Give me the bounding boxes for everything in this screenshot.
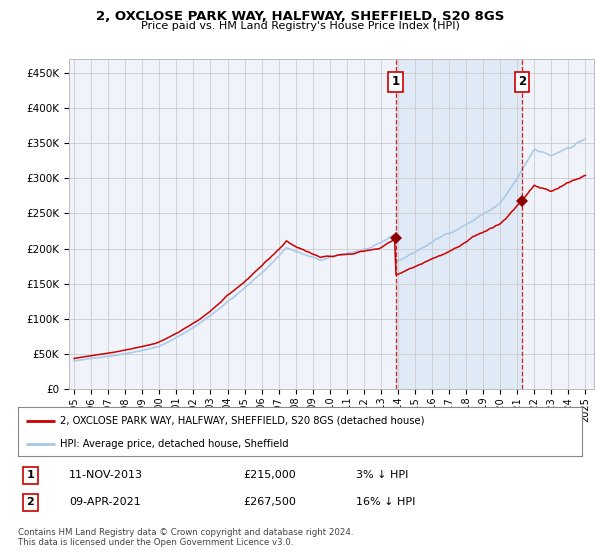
Text: HPI: Average price, detached house, Sheffield: HPI: Average price, detached house, Shef… xyxy=(60,438,289,449)
Text: 2, OXCLOSE PARK WAY, HALFWAY, SHEFFIELD, S20 8GS (detached house): 2, OXCLOSE PARK WAY, HALFWAY, SHEFFIELD,… xyxy=(60,416,425,426)
Text: 1: 1 xyxy=(26,470,34,480)
Bar xyxy=(395,59,522,389)
Text: 09-APR-2021: 09-APR-2021 xyxy=(69,497,140,507)
Text: 1: 1 xyxy=(392,76,400,88)
Text: £267,500: £267,500 xyxy=(244,497,296,507)
Text: 2: 2 xyxy=(26,497,34,507)
Text: 11-NOV-2013: 11-NOV-2013 xyxy=(69,470,143,480)
Text: Price paid vs. HM Land Registry's House Price Index (HPI): Price paid vs. HM Land Registry's House … xyxy=(140,21,460,31)
Text: 3% ↓ HPI: 3% ↓ HPI xyxy=(356,470,409,480)
Text: 16% ↓ HPI: 16% ↓ HPI xyxy=(356,497,416,507)
Text: Contains HM Land Registry data © Crown copyright and database right 2024.
This d: Contains HM Land Registry data © Crown c… xyxy=(18,528,353,547)
Text: £215,000: £215,000 xyxy=(244,470,296,480)
Text: 2, OXCLOSE PARK WAY, HALFWAY, SHEFFIELD, S20 8GS: 2, OXCLOSE PARK WAY, HALFWAY, SHEFFIELD,… xyxy=(96,10,504,23)
Text: 2: 2 xyxy=(518,76,526,88)
